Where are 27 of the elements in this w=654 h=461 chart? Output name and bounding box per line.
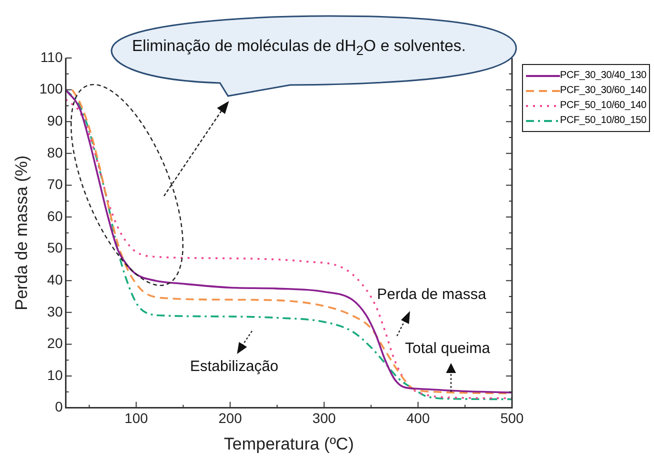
x-tick-label: 400	[406, 410, 430, 426]
y-tick-label: 90	[47, 112, 63, 128]
legend-label: PCF_50_10/80_150	[560, 115, 646, 126]
y-tick-label: 60	[47, 208, 63, 224]
y-tick-label: 40	[47, 271, 63, 288]
annotation: Eliminação de moléculas de dH$_{2}$O e solventes.	[132, 38, 466, 58]
x-tick-label: 200	[218, 410, 242, 426]
x-axis-title: Temperatura (ºC)	[224, 434, 354, 454]
legend-label: PCF_30_30/40_130	[560, 70, 646, 81]
x-tick-label: 300	[312, 410, 336, 426]
y-tick-label: 110	[40, 48, 63, 65]
y-tick-label: 70	[47, 176, 63, 192]
y-tick-label: 100	[39, 80, 63, 97]
y-tick-label: 50	[47, 240, 63, 256]
y-tick-label: 10	[47, 366, 63, 383]
annotation: Estabilização	[190, 358, 278, 375]
y-tick-label: 0	[54, 398, 63, 415]
legend-label: PCF_50_10/60_140	[560, 100, 646, 111]
y-tick-label: 30	[47, 303, 63, 320]
legend-label: PCF_30_30/60_140	[560, 85, 646, 96]
annotation: Perda de massa	[377, 286, 486, 303]
x-tick-label: 100	[124, 410, 148, 426]
y-tick-label: 80	[47, 144, 63, 160]
x-tick-label: 500	[500, 410, 524, 426]
y-axis-title: Perda de massa (%)	[12, 155, 31, 310]
y-tick-label: 20	[47, 335, 63, 352]
annotation: Total queima	[405, 340, 490, 357]
